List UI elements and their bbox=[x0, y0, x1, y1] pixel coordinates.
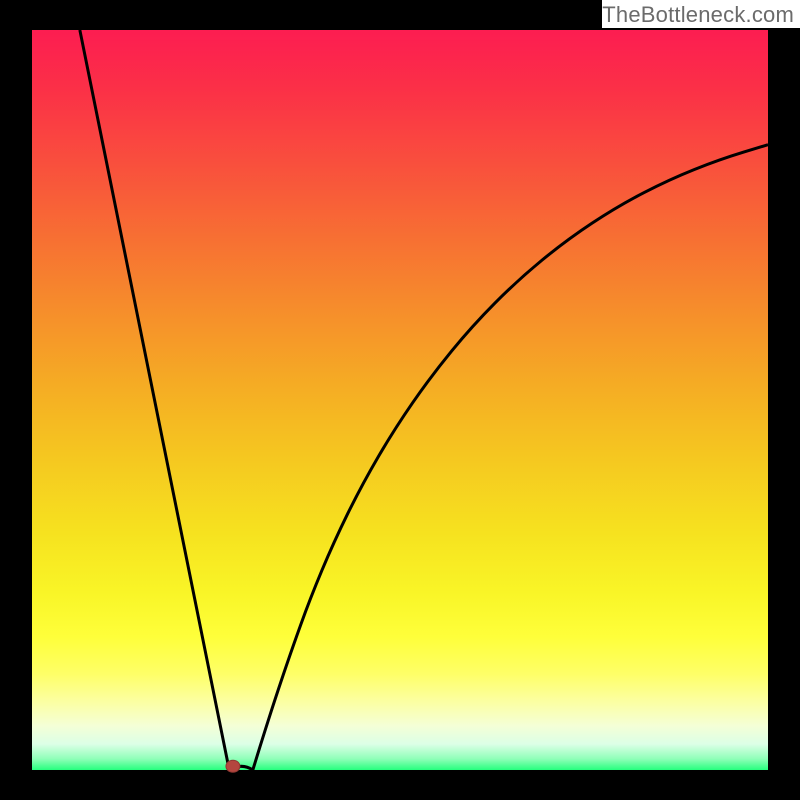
optimal-point-marker bbox=[226, 760, 240, 772]
bottleneck-chart bbox=[0, 0, 800, 800]
watermark-label: TheBottleneck.com bbox=[602, 0, 800, 28]
chart-gradient-bg bbox=[32, 30, 768, 770]
chart-container: TheBottleneck.com bbox=[0, 0, 800, 800]
